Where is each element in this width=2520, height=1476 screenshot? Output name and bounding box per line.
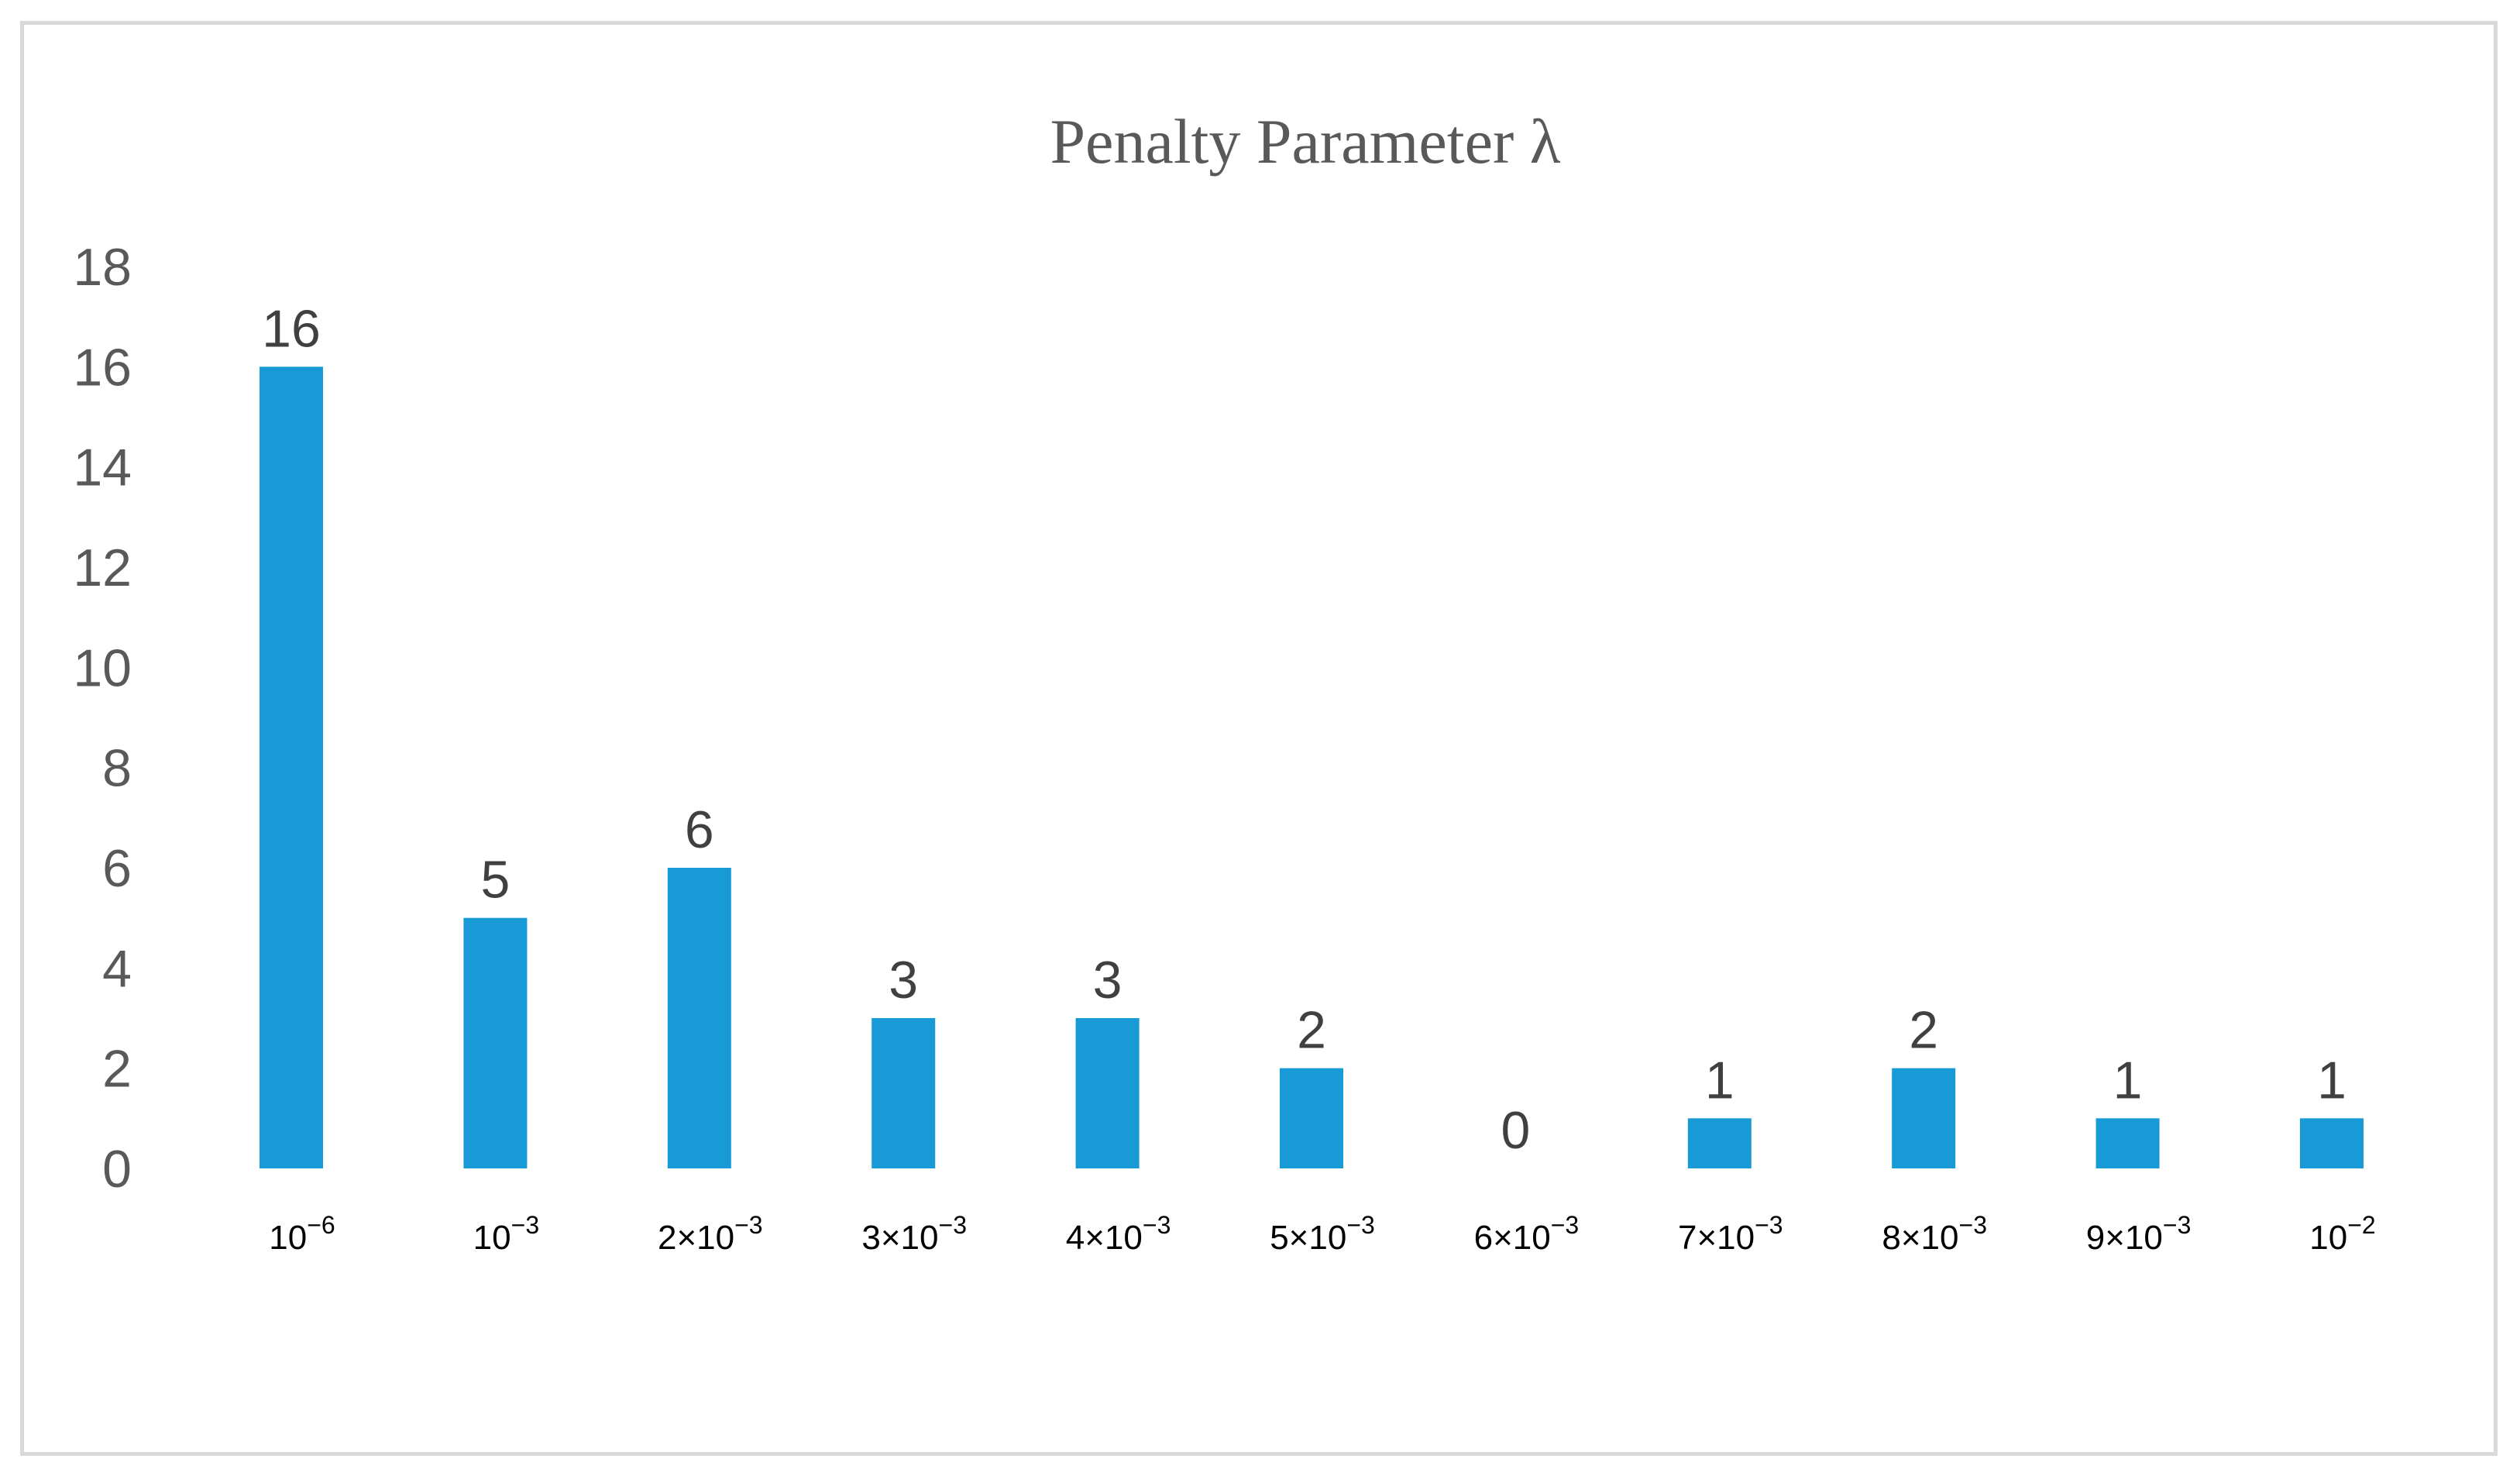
- bar: [1075, 1018, 1140, 1168]
- x-tick-label: 10−3: [473, 1211, 539, 1257]
- x-tick-label: 10−6: [269, 1211, 335, 1257]
- data-label: 3: [889, 951, 918, 1010]
- x-tick-label: 6×10−3: [1474, 1211, 1580, 1257]
- x-tick-label: 5×10−3: [1270, 1211, 1375, 1257]
- y-tick-label: 14: [73, 439, 132, 497]
- y-axis: 0 2 4 6 8 10 12 14 16 18: [73, 238, 132, 1199]
- y-tick-label: 10: [73, 638, 132, 697]
- y-tick-label: 12: [73, 538, 132, 597]
- chart-title: Penalty Parameter λ: [1050, 106, 1560, 177]
- data-label: 1: [1705, 1051, 1734, 1110]
- x-tick-label: 8×10−3: [1882, 1211, 1987, 1257]
- y-tick-label: 8: [102, 739, 132, 798]
- data-label: 3: [1093, 951, 1122, 1010]
- x-tick-label: 4×10−3: [1066, 1211, 1171, 1257]
- y-tick-label: 6: [102, 839, 132, 898]
- bar: [463, 917, 528, 1168]
- y-tick-label: 2: [102, 1040, 132, 1099]
- bar: [2095, 1118, 2160, 1168]
- bar: [1280, 1068, 1343, 1168]
- data-label: 2: [1909, 1001, 1938, 1060]
- x-tick-label: 7×10−3: [1678, 1211, 1783, 1257]
- data-label: 2: [1297, 1001, 1326, 1060]
- x-tick-label: 9×10−3: [2086, 1211, 2192, 1257]
- y-tick-label: 0: [102, 1140, 132, 1199]
- data-label: 5: [480, 851, 510, 910]
- chart-frame: [20, 21, 2498, 1456]
- x-tick-label: 10−2: [2309, 1211, 2375, 1257]
- bars: [260, 366, 2364, 1168]
- bar: [2300, 1118, 2364, 1168]
- data-label: 1: [2317, 1051, 2346, 1110]
- x-tick-label: 2×10−3: [658, 1211, 763, 1257]
- data-label: 6: [685, 800, 714, 859]
- y-tick-label: 16: [73, 338, 132, 397]
- bar: [260, 366, 323, 1168]
- y-tick-label: 4: [102, 939, 132, 998]
- data-labels: 16 5 6 3 3 2 0 1 2 1 1: [262, 299, 2346, 1160]
- data-label: 1: [2113, 1051, 2143, 1110]
- bar: [872, 1018, 936, 1168]
- bar: [667, 868, 731, 1168]
- x-axis: 10−6 10−3 2×10−3 3×10−3 4×10−3 5×10−3 6×10−3 7×…: [269, 1211, 2375, 1257]
- data-label: 16: [262, 299, 321, 358]
- bar: [1892, 1068, 1956, 1168]
- x-tick-label: 3×10−3: [861, 1211, 967, 1257]
- data-label: 0: [1501, 1101, 1530, 1160]
- y-tick-label: 18: [73, 238, 132, 297]
- bar: [1687, 1118, 1752, 1168]
